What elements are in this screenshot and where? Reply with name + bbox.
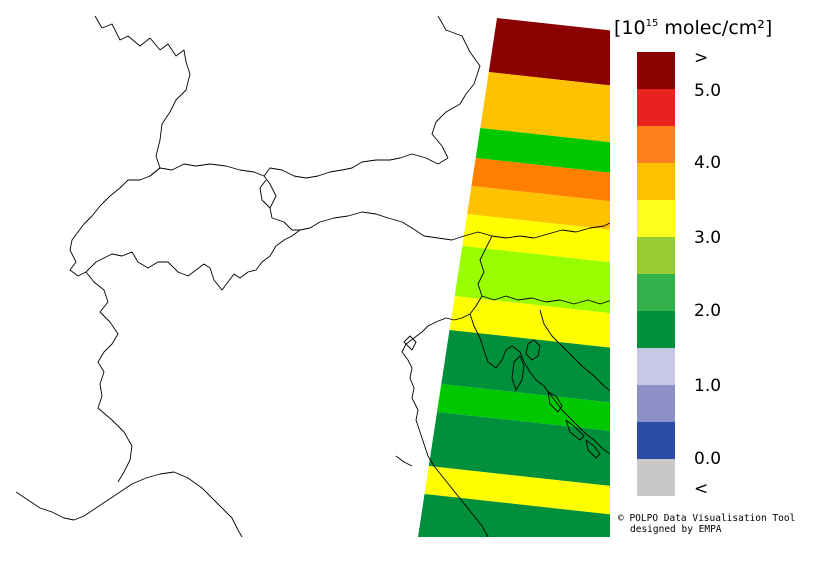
color-scale-label: 5.0 [694,81,721,101]
swath-band [480,72,610,143]
color-scale-box [637,200,675,237]
satellite-swath [418,18,610,537]
color-scale [637,52,675,496]
coastlines [16,313,610,537]
lagoon-venice [403,335,417,351]
border-germany-austria [263,153,449,179]
credit-line-2: designed by EMPA [630,524,722,535]
coast-croatia [535,379,610,455]
credit-line-1: © POLPO Data Visualisation Tool [618,513,795,524]
color-scale-box [637,459,675,496]
country-borders [69,16,610,483]
color-scale-box [637,237,675,274]
island-pag [547,391,563,413]
swath-band [424,466,610,515]
border-france-belgium [94,16,161,51]
color-scale-box [637,126,675,163]
swath-band [449,296,610,348]
border-germany-czechia [431,16,481,159]
island-cres [511,355,525,391]
color-scale-label: 1.0 [694,376,721,396]
border-italy-inner [97,407,133,483]
color-scale-box [637,385,675,422]
swath-band [454,246,610,314]
swath-band [488,18,610,86]
legend-unit-rest: molec/cm²] [658,17,772,39]
border-luxembourg [159,43,191,75]
border-switzerland-austria [263,175,300,231]
color-scale-box [637,311,675,348]
border-san-marino [395,455,413,467]
legend-unit-exponent: 15 [646,18,659,29]
island-kornati [585,439,601,459]
color-scale-box [637,422,675,459]
coast-north-adriatic [401,331,489,537]
border-france-italy [85,271,119,409]
coast-ligurian [16,471,243,537]
color-scale-labels: >5.0 4.0 3.0 2.0 1.0 0.0 < [694,48,721,499]
color-scale-label: 0.0 [694,449,721,469]
color-scale-label: > [694,48,708,68]
color-scale-box [637,163,675,200]
border-liechtenstein [259,179,271,209]
color-scale-label: 3.0 [694,228,721,248]
border-italy-slovenia [469,235,493,315]
border-croatia-bosnia [539,309,610,392]
coast-gulf-of-trieste [421,313,471,333]
border-austria-italy [299,211,493,241]
swath-band [418,494,610,537]
island-dugi-otok [565,419,585,441]
swath-band [467,186,610,230]
coast-istria [469,313,537,381]
island-krk [525,339,541,361]
swath-band [471,158,610,202]
color-scale-box [637,348,675,385]
border-germany-switzerland [119,163,265,189]
border-switzerland-italy [85,229,301,291]
border-france-germany [149,73,191,177]
color-scale-label: < [694,479,708,499]
swath-band [475,128,610,173]
legend-unit: [1015 molec/cm²] [614,17,772,39]
swath-band [437,384,610,432]
color-scale-label: 4.0 [694,153,721,173]
color-scale-label: 2.0 [694,301,721,321]
border-austria-slovenia [491,222,610,239]
swath-band [428,412,610,486]
legend-unit-open: [10 [614,17,646,39]
border-france-switzerland [69,187,121,277]
color-scale-box [637,52,675,89]
border-slovenia-croatia [481,295,610,305]
swath-band [462,214,610,263]
color-scale-box [637,274,675,311]
color-scale-box [637,89,675,126]
